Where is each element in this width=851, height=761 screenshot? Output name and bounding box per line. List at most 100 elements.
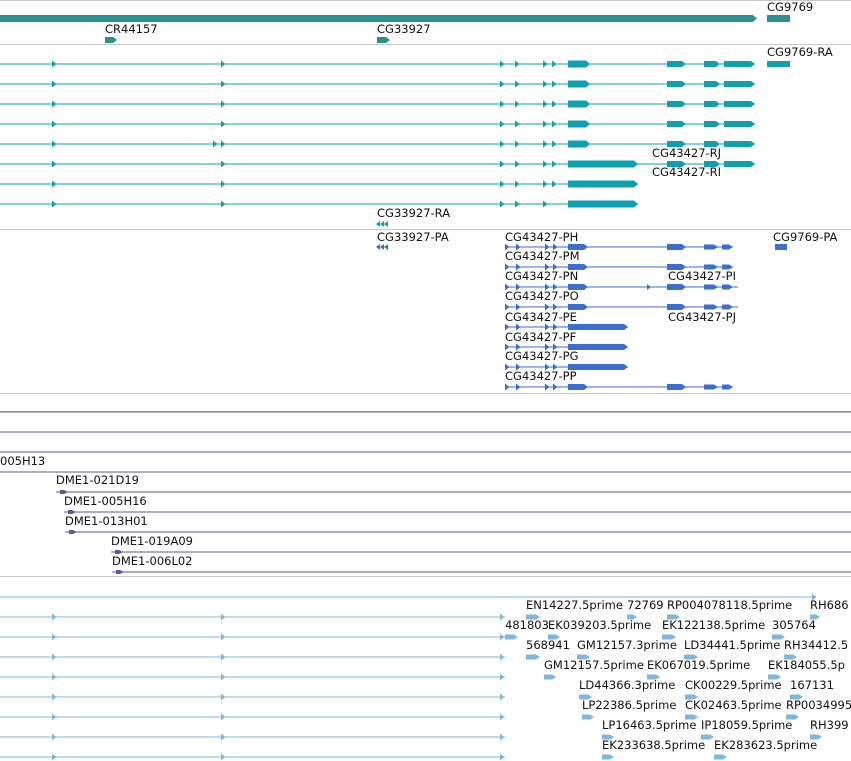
label-peptide-cg43427-pm[interactable]: CG43427-PM — [505, 249, 580, 263]
transcript-cds-0 — [568, 60, 590, 68]
label-est-ek283623[interactable]: EK283623.5prime — [714, 738, 818, 752]
transcript-exon-0-2 — [543, 60, 548, 68]
transcript-exon-a-5 — [667, 161, 686, 167]
est-block-21 — [602, 734, 614, 740]
transcript-cds-2 — [568, 100, 590, 108]
label-est-ck00229[interactable]: CK00229.5prime — [685, 678, 782, 692]
est-end-arrow-7 — [500, 733, 505, 741]
transcript-intron-arrow-1-0 — [52, 80, 57, 88]
label-est-481803[interactable]: 481803 — [505, 618, 549, 632]
label-est-72769[interactable]: 72769 — [627, 598, 664, 612]
est-line-1 — [0, 616, 505, 618]
label-est-ld34441[interactable]: LD34441.5prime — [684, 638, 781, 652]
label-peptide-cg43427-pe[interactable]: CG43427-PE — [505, 310, 577, 324]
transcript-exon-a-1 — [667, 81, 686, 87]
peptide-line-1 — [505, 266, 733, 268]
label-clone-dme1-006l02[interactable]: DME1-006L02 — [112, 554, 193, 568]
clone-end-dme1-1 — [68, 510, 76, 514]
label-est-568941[interactable]: 568941 — [526, 638, 570, 652]
label-peptide-cg43427-pp[interactable]: CG43427-PP — [505, 369, 577, 383]
transcript-intron-arrow-7-0 — [52, 200, 57, 208]
transcript-exon-2-1 — [515, 100, 520, 108]
peptide-exon-3-0 — [505, 303, 510, 311]
label-transcript-cg9769-ra[interactable]: CG9769-RA — [767, 45, 833, 59]
est-line-2 — [0, 636, 505, 638]
label-transcript-cg43427-ri[interactable]: CG43427-RI — [652, 165, 722, 179]
peptide-exon-c-3 — [722, 304, 733, 310]
peptide-line-2 — [505, 286, 738, 288]
transcript-exon-2-3 — [552, 100, 557, 108]
transcript-intron-arrow-3-0 — [52, 120, 57, 128]
label-gene-cr44157[interactable]: CR44157 — [105, 22, 158, 36]
label-transcript-cg33927-ra[interactable]: CG33927-RA — [377, 206, 451, 220]
transcript-exon-6-2 — [543, 180, 548, 188]
est-block-13 — [647, 674, 660, 680]
label-est-lp16463[interactable]: LP16463.5prime — [602, 718, 697, 732]
label-transcript-cg43427-rj[interactable]: CG43427-RJ — [652, 146, 722, 160]
label-est-167131[interactable]: 167131 — [790, 678, 834, 692]
transcript-intron-arrow-5-1 — [221, 160, 226, 168]
label-gene-cg33927[interactable]: CG33927 — [377, 22, 431, 36]
label-est-ek039203[interactable]: EK039203.5prime — [548, 618, 652, 632]
label-est-gm12157-5prime[interactable]: GM12157.5prime — [544, 658, 644, 672]
est-line-3 — [0, 656, 505, 658]
peptide-exon-a-1 — [667, 264, 686, 270]
label-est-ek184055[interactable]: EK184055.5p — [768, 658, 845, 672]
peptide-exon-3-2 — [545, 303, 550, 311]
transcript-cg33927-ra-arrow-0 — [376, 221, 380, 227]
est-block-6 — [662, 634, 676, 640]
label-peptide-cg43427-pi[interactable]: CG43427-PI — [668, 269, 737, 283]
label-est-lp22386[interactable]: LP22386.5prime — [582, 698, 677, 712]
peptide-cds-6 — [568, 364, 628, 370]
peptide-cds-3 — [568, 304, 588, 310]
transcript-exon-2-0 — [500, 100, 505, 108]
label-est-305764[interactable]: 305764 — [772, 618, 816, 632]
label-est-en14227[interactable]: EN14227.5prime — [526, 598, 623, 612]
label-est-rh686[interactable]: RH686 — [810, 598, 849, 612]
label-est-rp004078118[interactable]: RP004078118.5prime — [667, 598, 793, 612]
label-est-gm12157-3prime[interactable]: GM12157.3prime — [577, 638, 677, 652]
label-est-rh399[interactable]: RH399 — [810, 718, 849, 732]
label-clone-dme1-019a09[interactable]: DME1-019A09 — [111, 534, 193, 548]
est-line-0-arrow — [812, 593, 817, 601]
transcript-exon-a-2 — [667, 101, 686, 107]
label-clone-005h13[interactable]: 005H13 — [0, 454, 46, 468]
transcript-exon-0-1 — [515, 60, 520, 68]
clone-end-dme1-2 — [69, 530, 77, 534]
transcript-exon-3-2 — [543, 120, 548, 128]
label-peptide-cg43427-pj[interactable]: CG43427-PJ — [668, 310, 737, 324]
label-gene-cg9769[interactable]: CG9769 — [767, 0, 814, 14]
label-peptide-cg43427-pn[interactable]: CG43427-PN — [505, 269, 579, 283]
transcript-intron-arrow-2-0 — [52, 100, 57, 108]
peptide-line-3 — [505, 306, 738, 308]
label-est-rh34412[interactable]: RH34412.5 — [784, 638, 849, 652]
clone-line-dme1-0 — [56, 491, 851, 493]
gene-bar-cr44157 — [105, 37, 117, 43]
label-clone-dme1-021d19[interactable]: DME1-021D19 — [56, 473, 139, 487]
label-est-ek122138[interactable]: EK122138.5prime — [662, 618, 766, 632]
label-peptide-cg43427-pg[interactable]: CG43427-PG — [505, 349, 579, 363]
transcript-cg9769-ra-block — [767, 61, 790, 67]
transcript-exon-a-3 — [667, 121, 686, 127]
transcript-exon-1-3 — [552, 80, 557, 88]
transcript-exon-b-4 — [704, 141, 720, 147]
label-peptide-cg33927-pa[interactable]: CG33927-PA — [377, 230, 449, 244]
label-est-ek233638[interactable]: EK233638.5prime — [602, 738, 706, 752]
label-est-ip18059[interactable]: IP18059.5prime — [701, 718, 793, 732]
label-peptide-cg9769-pa[interactable]: CG9769-PA — [773, 230, 838, 244]
label-est-ld44366[interactable]: LD44366.3prime — [579, 678, 676, 692]
peptide-exon-5-1 — [516, 343, 521, 351]
transcript-exon-0-0 — [500, 60, 505, 68]
label-peptide-cg43427-po[interactable]: CG43427-PO — [505, 289, 579, 303]
transcript-intron-arrow-2-1 — [221, 100, 226, 108]
peptide-line-7 — [505, 386, 733, 388]
transcript-intron-arrow-0-0 — [52, 60, 57, 68]
label-est-ek067019[interactable]: EK067019.5prime — [647, 658, 751, 672]
peptide-cds-7 — [568, 384, 588, 390]
label-peptide-cg43427-pf[interactable]: CG43427-PF — [505, 330, 577, 344]
label-peptide-cg43427-ph[interactable]: CG43427-PH — [505, 230, 579, 244]
label-clone-dme1-005h16[interactable]: DME1-005H16 — [64, 494, 147, 508]
label-est-ck02463[interactable]: CK02463.5prime — [685, 698, 782, 712]
label-clone-dme1-013h01[interactable]: DME1-013H01 — [65, 514, 148, 528]
label-est-rp0034995[interactable]: RP0034995 — [786, 698, 851, 712]
